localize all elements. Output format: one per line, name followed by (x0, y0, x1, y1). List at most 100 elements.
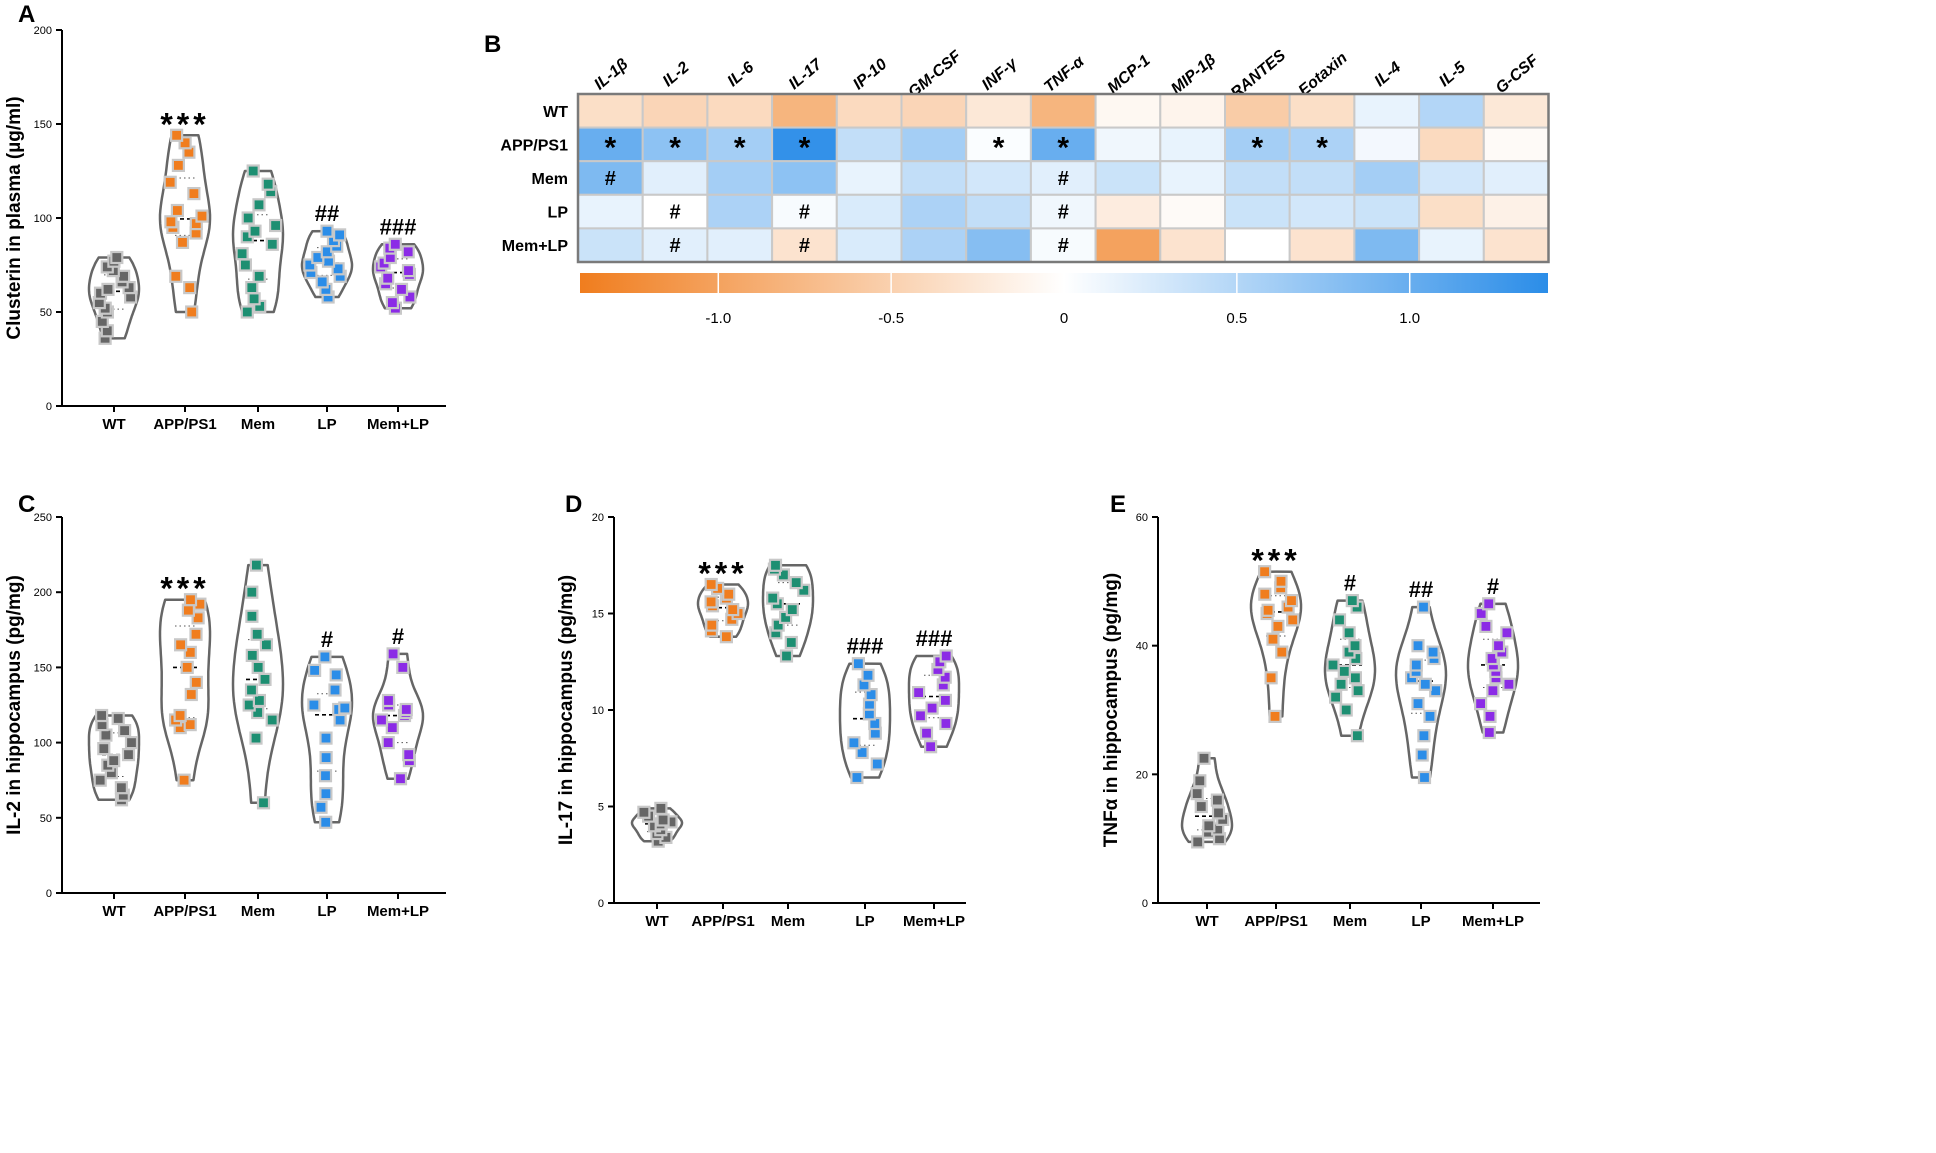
x-tick-label: WT (102, 416, 125, 433)
data-point (252, 198, 266, 212)
x-tick-label: Mem+LP (903, 913, 965, 930)
y-axis-title: TNFα in hippocampus (pg/mg) (1101, 573, 1122, 848)
heatmap-cell (1224, 93, 1291, 129)
y-tick-label: 20 (1136, 769, 1148, 781)
significance-marker: # (392, 624, 404, 649)
heatmap-significance-marker: # (669, 202, 680, 224)
colorbar-tick-label: -0.5 (878, 310, 904, 327)
heatmap-cell (965, 93, 1032, 129)
heatmap-significance-marker: * (734, 131, 746, 164)
data-point (381, 271, 395, 285)
heatmap-significance-marker: * (1057, 131, 1069, 164)
data-point (381, 693, 396, 708)
heatmap-cell (1482, 160, 1550, 196)
y-tick-label: 60 (1136, 512, 1148, 524)
heatmap-cell (835, 227, 903, 263)
heatmap-cell (1353, 93, 1421, 129)
data-point (320, 224, 334, 238)
data-point (656, 813, 670, 827)
heatmap-cell (835, 193, 903, 230)
data-point (171, 158, 185, 172)
data-point (235, 247, 249, 261)
x-tick-label: APP/PS1 (153, 416, 216, 433)
y-tick-label: 20 (592, 512, 604, 524)
heatmap-cell (1418, 93, 1485, 129)
panel-a: A 0 50 100 150 200 Clusterin in plasma (µg/ml)… (4, 1, 446, 433)
heatmap-cell (835, 93, 903, 129)
data-point (265, 713, 279, 727)
heatmap-significance-marker: # (669, 235, 680, 257)
panel-b-heatmap: BIL-1β IL-2 IL-6 IL-17 IP-10 GM-CSF INF-γ TNF-α… (484, 31, 1550, 327)
data-point (726, 602, 740, 617)
data-point (1486, 684, 1500, 698)
data-point (184, 687, 198, 702)
heatmap-cell (771, 193, 838, 230)
data-point (1411, 639, 1425, 653)
significance-marker: # (1487, 574, 1499, 599)
data-point (864, 687, 878, 702)
data-point (1418, 677, 1432, 691)
data-point (386, 647, 400, 661)
heatmap-cell (706, 160, 774, 196)
data-point (169, 269, 183, 283)
significance-marker: *** (1251, 543, 1300, 579)
data-point (333, 713, 347, 727)
heatmap-cell (1288, 93, 1356, 129)
y-axis-title: Clusterin in plasma (µg/ml) (4, 96, 25, 339)
data-point (117, 723, 132, 738)
data-point (938, 670, 952, 684)
data-point (1268, 709, 1282, 724)
heatmap-cell (1353, 193, 1421, 230)
data-point (766, 591, 780, 605)
data-point (244, 683, 259, 697)
heatmap-cell (1029, 193, 1097, 230)
data-point (1348, 671, 1363, 685)
data-point (314, 800, 328, 814)
data-point (183, 281, 197, 295)
data-point (191, 611, 205, 625)
data-point (374, 713, 389, 727)
heatmap-cell (900, 193, 968, 230)
data-point (1271, 619, 1285, 634)
data-point (315, 275, 329, 289)
x-tick-label: Mem+LP (1462, 913, 1524, 930)
data-point (1482, 725, 1496, 740)
heatmap-cell (1159, 160, 1227, 196)
data-point (247, 292, 261, 306)
data-point (768, 558, 783, 572)
y-tick-label: 50 (40, 307, 52, 319)
data-point (1473, 696, 1488, 711)
data-point (394, 282, 409, 296)
heatmap-cell (1159, 193, 1227, 230)
heatmap-cell (641, 93, 709, 129)
data-point (249, 558, 263, 572)
heatmap-cell (1418, 193, 1485, 230)
heatmap-row-label: Mem+LP (502, 238, 569, 255)
heatmap-border (576, 92, 1550, 264)
heatmap-significance-marker: # (799, 202, 810, 224)
heatmap-cell (900, 160, 968, 196)
data-point (705, 618, 719, 632)
data-point (163, 175, 177, 189)
data-point (331, 262, 345, 276)
heatmap-column-label: G-CSF (1493, 51, 1543, 97)
data-point (1479, 619, 1493, 634)
data-point (250, 627, 264, 641)
data-point (164, 215, 178, 229)
data-point (175, 235, 190, 249)
data-point (789, 575, 803, 590)
x-tick-label: APP/PS1 (153, 903, 216, 920)
colorbar-tick-label: 0 (1060, 310, 1068, 327)
y-tick-label: 250 (34, 512, 52, 524)
heatmap-cell (1418, 160, 1485, 196)
heatmap-cell (900, 126, 968, 163)
heatmap-cell (965, 227, 1032, 263)
data-point (1326, 658, 1340, 672)
data-point (248, 224, 262, 238)
heatmap-column-label: INF-γ (979, 54, 1021, 93)
data-point (1328, 690, 1343, 704)
heatmap-cell (1029, 227, 1097, 263)
data-point (1261, 603, 1275, 617)
data-point (1474, 606, 1488, 621)
x-tick-label: Mem (241, 903, 275, 920)
